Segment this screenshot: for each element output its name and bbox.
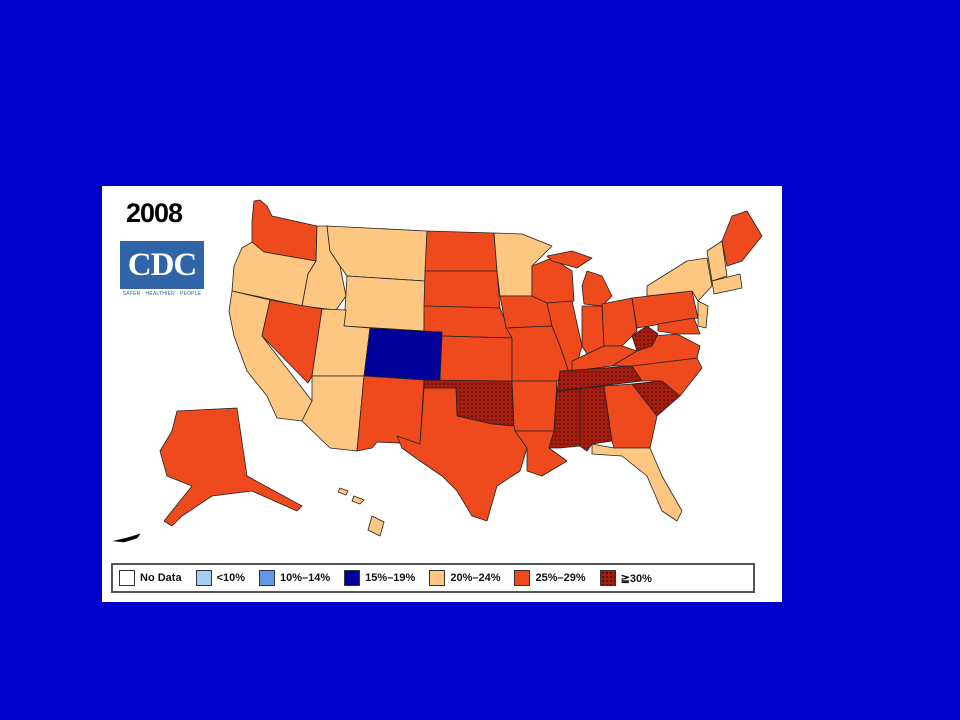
legend-swatch <box>344 570 361 586</box>
legend-swatch <box>429 570 446 586</box>
legend-item: 10%–14% <box>259 570 330 586</box>
legend-item: <10% <box>195 570 246 586</box>
state-south-dakota <box>423 270 501 309</box>
state-new-york <box>646 257 713 302</box>
legend-swatch <box>259 570 276 586</box>
legend-label: 20%–24% <box>450 572 501 584</box>
legend-swatch <box>195 570 212 586</box>
state-indiana <box>581 305 605 355</box>
state-arkansas <box>511 380 558 432</box>
legend-label: ≧30% <box>620 572 652 585</box>
state-alaska <box>159 407 303 527</box>
state-vermont-nh <box>706 240 728 282</box>
state-new-mexico <box>356 375 425 452</box>
cdc-logo-tagline: SAFER · HEALTHIER · PEOPLE <box>122 291 202 297</box>
alaska-islands <box>113 533 141 543</box>
state-west-virginia <box>631 325 659 352</box>
state-colorado <box>363 327 443 382</box>
legend-label: No Data <box>140 572 182 584</box>
state-nevada <box>261 299 323 384</box>
state-montana <box>326 225 428 282</box>
state-hawaii-islands <box>337 487 365 505</box>
state-florida <box>591 443 683 522</box>
legend-label: <10% <box>216 572 246 584</box>
legend-swatch <box>119 570 135 586</box>
legend-item: No Data <box>119 570 182 586</box>
legend-item: 25%–29% <box>514 570 586 586</box>
state-michigan-lower <box>581 270 613 307</box>
us-map <box>113 199 763 543</box>
state-maryland <box>657 317 701 335</box>
year-label: 2008 <box>126 198 183 228</box>
legend-swatch <box>599 570 616 586</box>
map-legend: No Data <10% 10%–14% 15%–19% 20%–24% 25%–29% ≧… <box>111 563 755 593</box>
state-maine <box>721 210 763 267</box>
legend-item: ≧30% <box>599 570 652 586</box>
state-ohio <box>601 297 638 347</box>
state-kansas <box>439 335 513 382</box>
cdc-logo: CDC SAFER · HEALTHIER · PEOPLE <box>120 241 204 297</box>
state-texas <box>396 387 528 522</box>
state-wyoming <box>343 275 426 332</box>
legend-label: 25%–29% <box>535 572 586 584</box>
legend-item: 20%–24% <box>429 570 500 586</box>
state-north-dakota <box>424 230 498 272</box>
state-hawaii-big <box>367 515 385 537</box>
cdc-logo-text: CDC <box>120 241 204 289</box>
legend-item: 15%–19% <box>344 570 415 586</box>
obesity-map-panel: 2008 CDC SAFER · HEALTHIER · PEOPLE <box>102 186 782 602</box>
state-new-england-south <box>711 273 743 295</box>
state-arizona <box>301 375 365 452</box>
state-new-jersey <box>697 300 709 329</box>
legend-swatch <box>514 570 531 586</box>
state-michigan-upper <box>546 250 593 269</box>
legend-label: 15%–19% <box>365 572 416 584</box>
legend-label: 10%–14% <box>280 572 331 584</box>
